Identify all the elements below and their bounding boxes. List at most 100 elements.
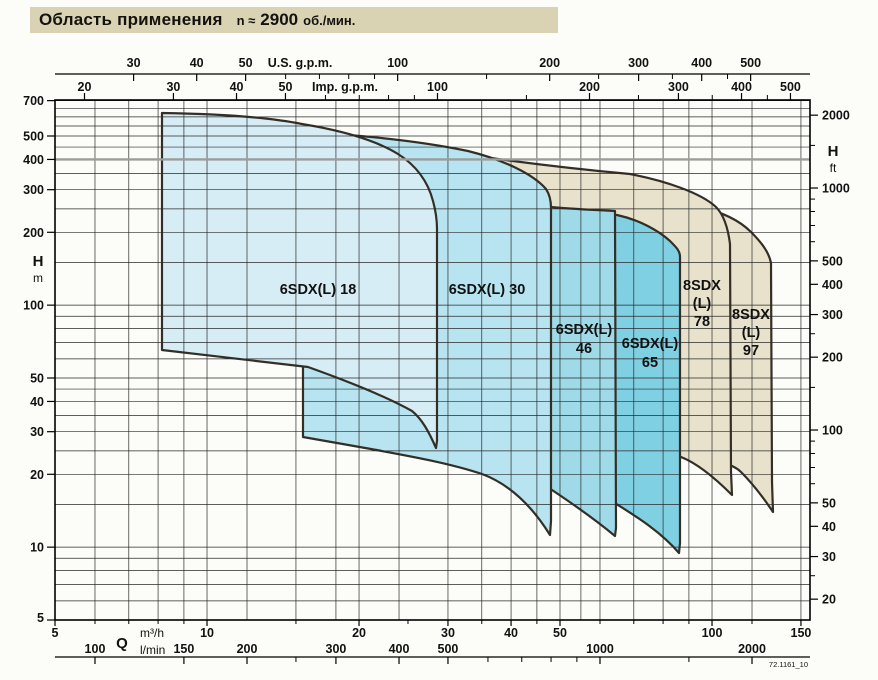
rpm-unit: об./мин. bbox=[303, 12, 356, 28]
grid-lines bbox=[54, 99, 811, 621]
m3h-tick-label: 30 bbox=[441, 626, 455, 640]
region-6sdxl-18 bbox=[160, 111, 439, 450]
page-title: Область применения bbox=[39, 10, 223, 29]
left-tick-label: 50 bbox=[30, 372, 44, 386]
region-label-text: 65 bbox=[642, 355, 658, 371]
imp-tick-label: 20 bbox=[78, 80, 92, 94]
m3h-tick-label: 10 bbox=[200, 626, 214, 640]
region-label-6sdxl-18: 6SDX(L) 18 bbox=[280, 282, 357, 298]
left-tick-label: 100 bbox=[23, 299, 44, 313]
m3h-tick-label: 20 bbox=[352, 626, 366, 640]
pump-regions bbox=[160, 111, 775, 555]
us-axis-title: U.S. g.p.m. bbox=[268, 56, 333, 70]
region-label-text: 6SDX(L) 30 bbox=[449, 282, 526, 298]
q-axis-title: Q bbox=[116, 635, 128, 652]
region-label-text: 46 bbox=[576, 341, 592, 357]
us-tick-label: 30 bbox=[127, 56, 141, 70]
region-label-text: 78 bbox=[694, 314, 710, 330]
region-label-8sdx-78: 8SDX (L) 78 bbox=[683, 278, 721, 330]
imp-tick-label: 500 bbox=[780, 80, 801, 94]
imp-tick-label: 50 bbox=[279, 80, 293, 94]
lmin-tick-label: 100 bbox=[85, 642, 106, 656]
left-axis: 700 500 400 300 200 100 50 40 30 20 10 5 Hm bbox=[23, 94, 55, 625]
rpm-value: 2900 bbox=[260, 10, 299, 29]
left-tick-label: 30 bbox=[30, 425, 44, 439]
right-tick-label: 20 bbox=[822, 593, 836, 607]
right-axis-title: H bbox=[828, 143, 839, 160]
left-tick-label: 10 bbox=[30, 541, 44, 555]
region-label-6sdxl-46: 6SDX(L) 46 bbox=[556, 322, 613, 357]
m3h-tick-label: 50 bbox=[553, 626, 567, 640]
m3h-tick-label: 150 bbox=[791, 626, 812, 640]
lmin-tick-label: 300 bbox=[326, 642, 347, 656]
left-tick-label: 5 bbox=[37, 611, 44, 625]
left-tick-label: 500 bbox=[23, 130, 44, 144]
region-labels: 6SDX(L) 18 6SDX(L) 30 6SDX(L) 46 6SDX(L) 65 8S… bbox=[280, 278, 771, 371]
imp-tick-label: 40 bbox=[230, 80, 244, 94]
right-tick-label: 1000 bbox=[822, 182, 850, 196]
region-label-6sdxl-30: 6SDX(L) 30 bbox=[449, 282, 526, 298]
plot-border bbox=[54, 99, 811, 621]
imp-axis-title: Imp. g.p.m. bbox=[312, 80, 378, 94]
left-tick-label: 40 bbox=[30, 395, 44, 409]
region-label-text: 8SDX bbox=[683, 278, 721, 294]
left-tick-label: 200 bbox=[23, 226, 44, 240]
left-tick-label: 400 bbox=[23, 153, 44, 167]
imp-tick-label: 30 bbox=[166, 80, 180, 94]
lmin-tick-label: 500 bbox=[438, 642, 459, 656]
us-tick-label: 50 bbox=[239, 56, 253, 70]
lmin-tick-label: 2000 bbox=[738, 642, 766, 656]
right-axis-unit: ft bbox=[830, 161, 837, 175]
region-label-6sdxl-65: 6SDX(L) 65 bbox=[622, 336, 679, 371]
right-tick-label: 200 bbox=[822, 351, 843, 365]
lmin-tick-label: 150 bbox=[173, 642, 194, 656]
us-tick-label: 400 bbox=[691, 56, 712, 70]
rpm-prefix: n ≈ bbox=[236, 12, 256, 28]
us-tick-label: 300 bbox=[628, 56, 649, 70]
region-label-text: (L) bbox=[693, 296, 712, 312]
lmin-tick-label: 200 bbox=[237, 642, 258, 656]
right-tick-label: 300 bbox=[822, 308, 843, 322]
imp-tick-label: 300 bbox=[668, 80, 689, 94]
region-label-text: 97 bbox=[743, 343, 759, 359]
right-tick-label: 50 bbox=[822, 496, 836, 510]
m3h-tick-label: 100 bbox=[702, 626, 723, 640]
right-axis: 2000 1000 500 400 300 200 100 50 40 30 20 Hft bbox=[810, 109, 850, 607]
drawing-number: 72.1161_10 bbox=[769, 660, 808, 669]
left-axis-unit: m bbox=[33, 271, 43, 285]
imp-tick-label: 400 bbox=[731, 80, 752, 94]
us-tick-label: 200 bbox=[539, 56, 560, 70]
region-label-text: (L) bbox=[742, 325, 761, 341]
q-axis-unit-lmin: l/min bbox=[140, 643, 165, 657]
left-axis-title: H bbox=[33, 253, 44, 270]
region-label-text: 8SDX bbox=[732, 307, 770, 323]
us-tick-label: 500 bbox=[740, 56, 761, 70]
bottom-axes: 5 10 20 30 40 50 100 150 100 150 200 300 400 500 1000 2… bbox=[52, 620, 812, 664]
m3h-tick-label: 40 bbox=[504, 626, 518, 640]
imp-tick-label: 200 bbox=[579, 80, 600, 94]
right-tick-label: 2000 bbox=[822, 109, 850, 123]
q-axis-unit-m3h: m³/h bbox=[140, 626, 164, 640]
us-tick-label: 100 bbox=[387, 56, 408, 70]
right-tick-label: 30 bbox=[822, 550, 836, 564]
lmin-tick-label: 1000 bbox=[586, 642, 614, 656]
region-label-text: 6SDX(L) bbox=[622, 336, 679, 352]
m3h-tick-label: 5 bbox=[52, 626, 59, 640]
lmin-tick-label: 400 bbox=[389, 642, 410, 656]
right-tick-label: 100 bbox=[822, 424, 843, 438]
region-label-text: 6SDX(L) 18 bbox=[280, 282, 357, 298]
imp-tick-label: 100 bbox=[427, 80, 448, 94]
right-tick-label: 40 bbox=[822, 520, 836, 534]
left-tick-label: 20 bbox=[30, 468, 44, 482]
region-label-text: 6SDX(L) bbox=[556, 322, 613, 338]
chart-title-bar: Область применения n ≈ 2900 об./мин. bbox=[30, 7, 558, 33]
us-tick-label: 40 bbox=[190, 56, 204, 70]
right-tick-label: 400 bbox=[822, 278, 843, 292]
left-tick-label: 300 bbox=[23, 183, 44, 197]
left-tick-label: 700 bbox=[23, 94, 44, 108]
footnote: 72.1161_10 bbox=[769, 660, 808, 669]
right-tick-label: 500 bbox=[822, 254, 843, 268]
